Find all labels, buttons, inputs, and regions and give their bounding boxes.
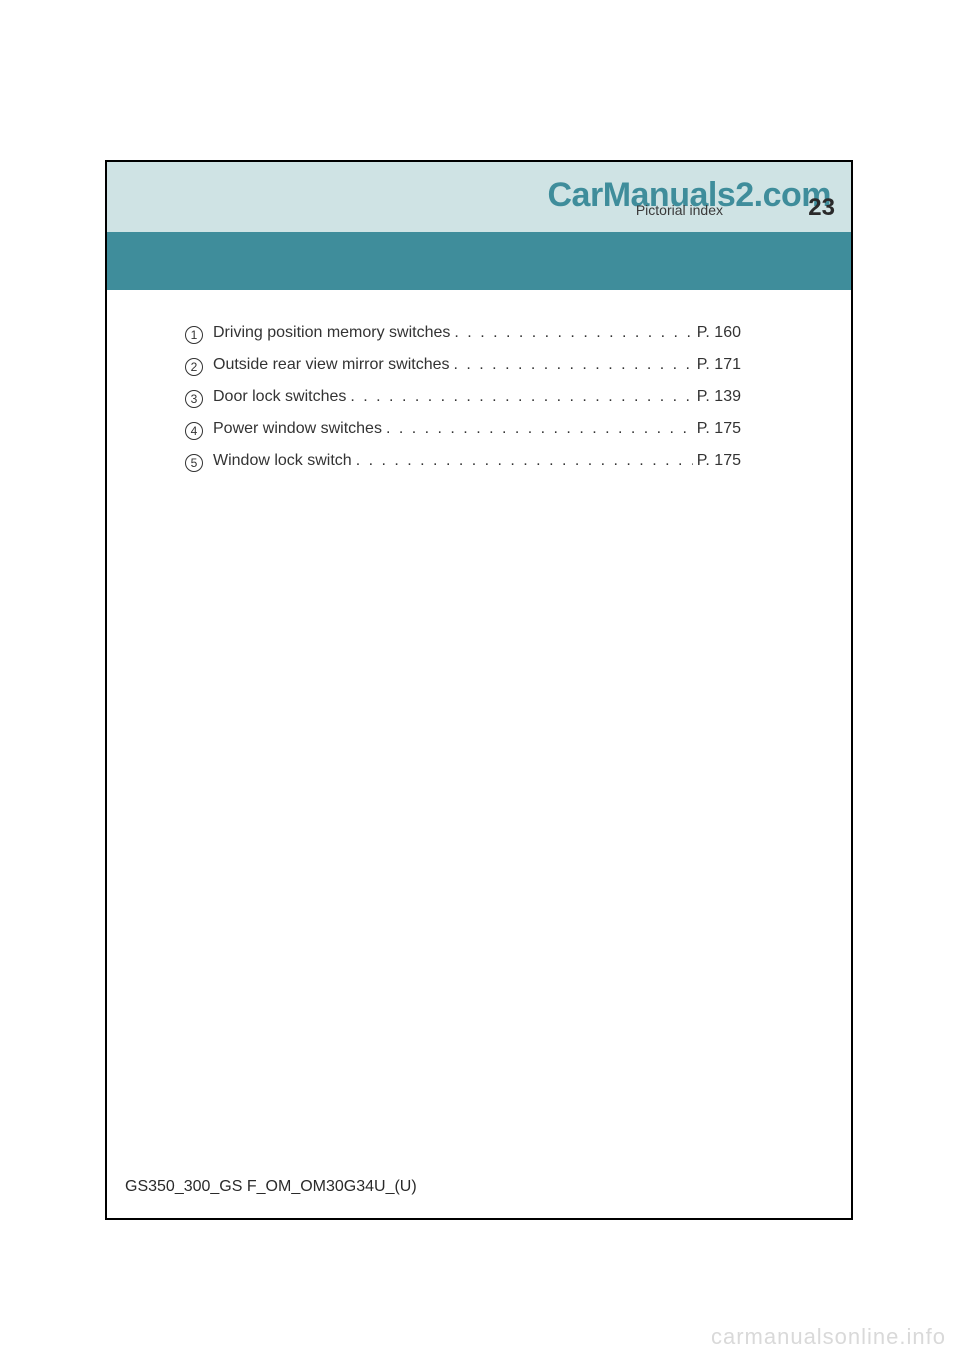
entry-page: P. 175 bbox=[697, 452, 741, 470]
entry-number-icon: 3 bbox=[185, 390, 203, 408]
entry-label: Power window switches bbox=[213, 420, 382, 438]
index-entry: 1 Driving position memory switches P. 16… bbox=[185, 324, 741, 342]
leader-dots bbox=[454, 324, 692, 342]
entry-page: P. 139 bbox=[697, 388, 741, 406]
leader-dots bbox=[356, 452, 693, 470]
watermark-bottom: carmanualsonline.info bbox=[711, 1324, 946, 1350]
entry-number-icon: 4 bbox=[185, 422, 203, 440]
entry-number-icon: 2 bbox=[185, 358, 203, 376]
teal-band bbox=[107, 232, 851, 290]
header-band: CarManuals2.com Pictorial index 23 bbox=[107, 162, 851, 232]
page-number: 23 bbox=[808, 194, 835, 222]
entry-number-icon: 1 bbox=[185, 326, 203, 344]
index-entry: 2 Outside rear view mirror switches P. 1… bbox=[185, 356, 741, 374]
page-frame: CarManuals2.com Pictorial index 23 1 Dri… bbox=[105, 160, 853, 1220]
entry-label: Window lock switch bbox=[213, 452, 352, 470]
index-list: 1 Driving position memory switches P. 16… bbox=[185, 324, 741, 484]
entry-label: Driving position memory switches bbox=[213, 324, 450, 342]
index-entry: 5 Window lock switch P. 175 bbox=[185, 452, 741, 470]
page-inner: CarManuals2.com Pictorial index 23 1 Dri… bbox=[107, 162, 851, 1218]
leader-dots bbox=[350, 388, 692, 406]
index-entry: 4 Power window switches P. 175 bbox=[185, 420, 741, 438]
leader-dots bbox=[454, 356, 693, 374]
footer-code: GS350_300_GS F_OM_OM30G34U_(U) bbox=[125, 1178, 417, 1196]
entry-page: P. 175 bbox=[697, 420, 741, 438]
entry-page: P. 171 bbox=[697, 356, 741, 374]
entry-page: P. 160 bbox=[697, 324, 741, 342]
section-title: Pictorial index bbox=[636, 202, 723, 218]
entry-label: Door lock switches bbox=[213, 388, 346, 406]
index-entry: 3 Door lock switches P. 139 bbox=[185, 388, 741, 406]
leader-dots bbox=[386, 420, 693, 438]
entry-number-icon: 5 bbox=[185, 454, 203, 472]
entry-label: Outside rear view mirror switches bbox=[213, 356, 450, 374]
